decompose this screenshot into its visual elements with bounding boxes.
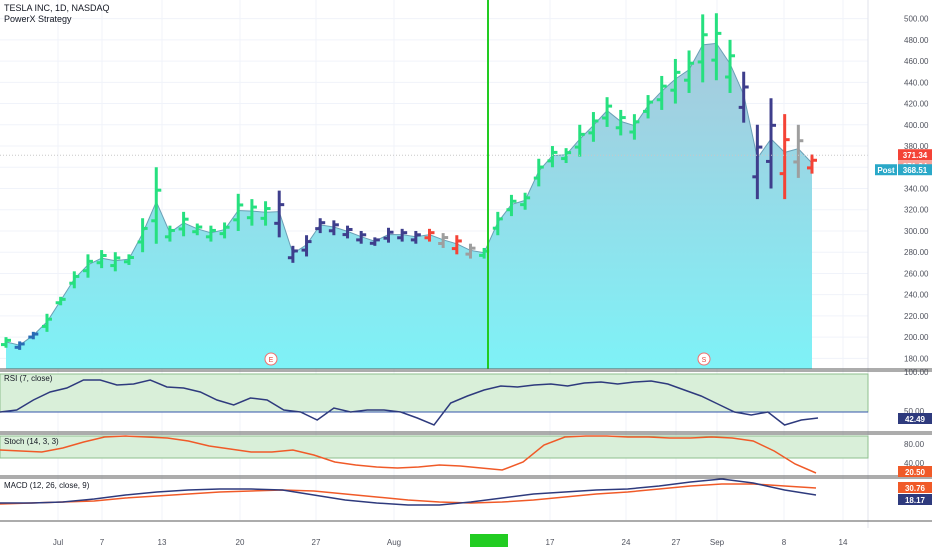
time-tick: 27 xyxy=(672,538,681,547)
price-tick: 460.00 xyxy=(904,57,929,66)
stoch-tick-80: 80.00 xyxy=(904,440,925,449)
macd-label: MACD (12, 26, close, 9) xyxy=(4,481,90,490)
rsi-value: 42.49 xyxy=(905,415,926,424)
rsi-tick-100: 100.00 xyxy=(904,368,929,377)
macd-value1: 30.76 xyxy=(905,484,926,493)
price-tick: 380.00 xyxy=(904,142,929,151)
time-tick: Aug xyxy=(387,538,401,547)
earnings-marker[interactable] xyxy=(264,352,278,366)
time-tick: 24 xyxy=(622,538,631,547)
time-tick: 20 xyxy=(236,538,245,547)
price-tick: 200.00 xyxy=(904,333,929,342)
time-tick: 8 xyxy=(782,538,787,547)
macd-signal-line xyxy=(0,483,817,505)
stoch-label: Stoch (14, 3, 3) xyxy=(4,437,59,446)
post-label: Post xyxy=(877,166,895,175)
stoch-line xyxy=(0,435,817,474)
rsi-label: RSI (7, close) xyxy=(4,374,53,383)
rsi-line xyxy=(0,379,819,426)
price-tick: 440.00 xyxy=(904,78,929,87)
macd-line xyxy=(0,478,817,506)
price-tick: 180.00 xyxy=(904,354,929,363)
post-price-tag xyxy=(898,164,932,176)
cursor-time-tag xyxy=(470,534,508,547)
rsi-band xyxy=(0,373,869,413)
post-price-value: 368.51 xyxy=(903,166,928,175)
macd-value2-tag xyxy=(898,494,932,505)
macd-value2: 18.17 xyxy=(905,496,926,505)
last-price-value: 371.34 xyxy=(903,151,928,160)
price-tick: 340.00 xyxy=(904,185,929,194)
price-tick: 260.00 xyxy=(904,269,929,278)
price-tick: 400.00 xyxy=(904,121,929,130)
time-tick: 13 xyxy=(158,538,167,547)
strategy-name: PowerX Strategy xyxy=(4,14,72,24)
stoch-value-tag xyxy=(898,466,932,477)
price-tick: 320.00 xyxy=(904,206,929,215)
price-tick: 420.00 xyxy=(904,100,929,109)
time-tick: Jul xyxy=(53,538,63,547)
time-tick: Sep xyxy=(710,538,725,547)
price-tick: 300.00 xyxy=(904,227,929,236)
symbol-title: TESLA INC, 1D, NASDAQ xyxy=(4,3,110,13)
price-tick: 280.00 xyxy=(904,248,929,257)
price-tick: 500.00 xyxy=(904,15,929,24)
stoch-tick-40: 40.00 xyxy=(904,459,925,468)
last-price-tag xyxy=(898,149,932,161)
post-label-tag xyxy=(875,164,897,176)
price-area xyxy=(6,43,812,370)
earnings-marker-label: E xyxy=(269,357,274,364)
time-tick: 27 xyxy=(312,538,321,547)
macd-value1-tag xyxy=(898,482,932,493)
close-line xyxy=(5,42,813,346)
split-marker[interactable] xyxy=(697,352,711,366)
price-tick: 240.00 xyxy=(904,291,929,300)
rsi-value-tag xyxy=(898,413,932,424)
stoch-band xyxy=(0,435,869,459)
time-tick: 14 xyxy=(839,538,848,547)
price-tick: 220.00 xyxy=(904,312,929,321)
stoch-value: 20.50 xyxy=(905,468,926,477)
split-marker-label: S xyxy=(702,357,707,364)
time-tick: 7 xyxy=(100,538,105,547)
time-tick: 17 xyxy=(546,538,555,547)
price-tick: 480.00 xyxy=(904,36,929,45)
rsi-tick-50: 50.00 xyxy=(904,407,925,416)
